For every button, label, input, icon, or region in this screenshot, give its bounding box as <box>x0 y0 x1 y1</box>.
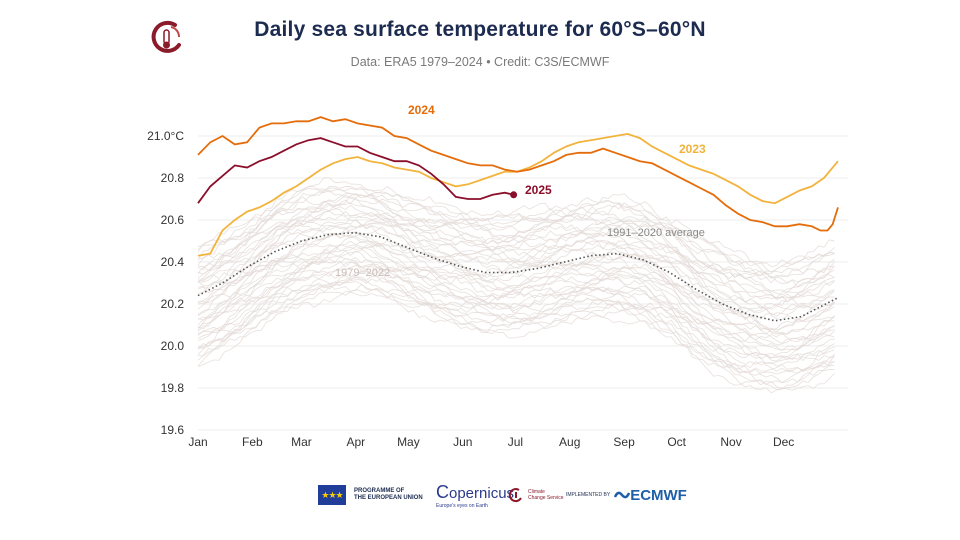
historical-year-line <box>197 249 835 351</box>
historical-year-line <box>197 185 835 279</box>
x-tick-label: Nov <box>720 435 741 449</box>
historical-year-line <box>197 220 835 314</box>
historical-year-line <box>197 226 835 321</box>
x-tick-label: Feb <box>242 435 263 449</box>
historical-year-line <box>197 263 835 362</box>
historical-year-line <box>197 283 835 386</box>
eu-line1: PROGRAMME OF <box>354 488 405 494</box>
chart-subtitle: Data: ERA5 1979–2024 • Credit: C3S/ECMWF <box>350 55 610 69</box>
historical-year-line <box>197 193 835 279</box>
historical-year-line <box>197 243 835 342</box>
y-tick-label: 20.0 <box>161 339 185 353</box>
series-2025-endpoint <box>510 191 518 199</box>
climate-thermometer-logo-icon <box>151 20 181 53</box>
x-tick-label: Mar <box>291 435 312 449</box>
historical-year-line <box>197 267 835 365</box>
y-tick-label: 20.6 <box>161 213 185 227</box>
implemented-by-label: IMPLEMENTED BY <box>566 492 611 498</box>
historical-year-line <box>197 220 835 310</box>
y-tick-label: 20.4 <box>161 255 185 269</box>
x-tick-label: Aug <box>559 435 580 449</box>
historical-year-line <box>197 252 835 362</box>
chart-title: Daily sea surface temperature for 60°S–6… <box>254 18 706 41</box>
historical-year-line <box>197 189 835 284</box>
y-tick-label: 20.8 <box>161 171 185 185</box>
c3s-logo: Climate Change Service <box>508 478 568 512</box>
x-tick-label: May <box>397 435 420 449</box>
x-tick-label: Sep <box>613 435 635 449</box>
historical-range-label: 1979–2022 <box>335 267 390 279</box>
ecmwf-wordmark: ECMWF <box>630 486 687 504</box>
y-tick-label: 19.6 <box>161 423 185 437</box>
ecmwf-logo: IMPLEMENTED BY ECMWF <box>566 478 687 512</box>
historical-year-line <box>197 202 835 296</box>
series-2024-label: 2024 <box>408 103 435 117</box>
historical-year-line <box>197 236 835 344</box>
series-2025-line <box>197 137 514 204</box>
historical-year-line <box>197 277 835 376</box>
historical-year-line <box>197 231 835 336</box>
x-tick-label: Jul <box>508 435 523 449</box>
historical-year-line <box>197 177 835 273</box>
historical-year-line <box>197 186 835 268</box>
copernicus-c-icon: C <box>436 481 449 502</box>
historical-year-line <box>197 204 835 300</box>
y-tick-label: 20.2 <box>161 297 185 311</box>
x-tick-label: Jun <box>453 435 472 449</box>
historical-year-line <box>197 240 835 335</box>
historical-year-line <box>197 246 835 351</box>
historical-year-line <box>197 261 835 374</box>
y-tick-label: 21.0°C <box>147 129 184 143</box>
x-tick-label: Jan <box>188 435 207 449</box>
y-tick-label: 19.8 <box>161 381 185 395</box>
eu-line2: THE EUROPEAN UNION <box>354 495 423 501</box>
historical-year-line <box>197 213 835 306</box>
historical-year-line <box>197 283 835 391</box>
copernicus-logo: Copernicus Europe's eyes on Earth <box>436 478 514 512</box>
average-label: 1991–2020 average <box>607 227 705 239</box>
eu-flag-icon: ★★★ <box>318 485 346 505</box>
average-line <box>197 231 839 322</box>
historical-year-line <box>197 204 835 300</box>
series-2024-line <box>197 116 839 232</box>
historical-year-line <box>197 210 835 311</box>
ecmwf-wave-icon <box>614 491 631 499</box>
footer-logos: ★★★ PROGRAMME OF THE EUROPEAN UNION Cope… <box>0 478 960 512</box>
historical-year-line <box>197 257 835 360</box>
eu-programme-logo: ★★★ PROGRAMME OF THE EUROPEAN UNION <box>318 478 424 512</box>
x-tick-label: Apr <box>346 435 365 449</box>
copernicus-wordmark: opernicus <box>449 484 515 502</box>
series-2023-label: 2023 <box>679 142 706 156</box>
series-2025-label: 2025 <box>525 183 552 197</box>
copernicus-tagline: Europe's eyes on Earth <box>436 502 488 509</box>
x-tick-label: Dec <box>773 435 794 449</box>
c3s-thermometer-icon <box>508 488 522 503</box>
c3s-line1: Climate <box>528 489 545 495</box>
c3s-line2: Change Service <box>528 495 564 501</box>
x-tick-label: Oct <box>667 435 686 449</box>
historical-year-line <box>197 233 835 331</box>
historical-year-line <box>197 192 835 285</box>
